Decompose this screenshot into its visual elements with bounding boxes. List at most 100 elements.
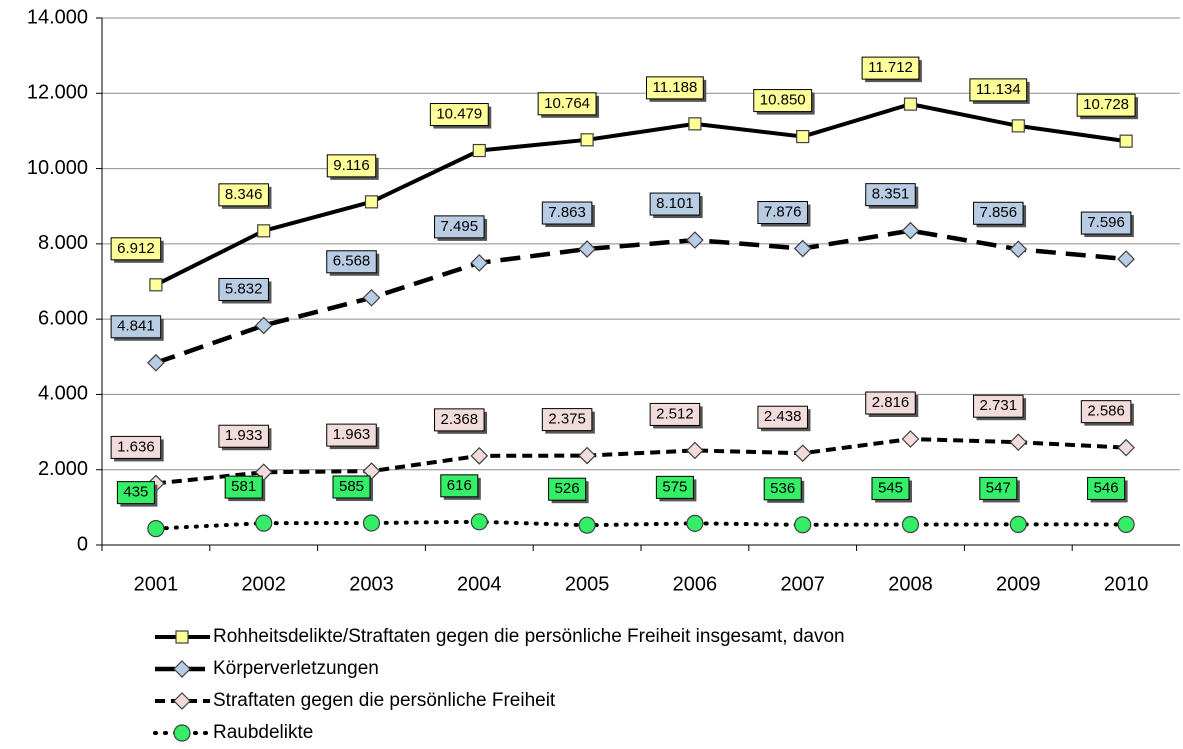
data-label-text: 5.832 [225, 280, 263, 297]
data-label-text: 1.933 [225, 427, 263, 444]
data-point [793, 239, 812, 258]
data-label-box [218, 277, 269, 301]
series-line [155, 102, 1127, 287]
y-tick-label: 10.000 [27, 157, 88, 179]
data-label: 2.512 [649, 402, 703, 429]
data-label-box [969, 78, 1028, 102]
data-label-box [218, 424, 269, 448]
legend-marker [173, 724, 191, 742]
data-label-text: 7.863 [548, 204, 586, 221]
data-point [686, 514, 704, 532]
data-label: 8.101 [649, 192, 703, 219]
data-label: 545 [871, 476, 913, 503]
data-label: 2.731 [973, 394, 1027, 421]
data-label-text: 435 [123, 484, 148, 501]
data-point [686, 231, 704, 249]
data-label-box [110, 435, 162, 459]
data-label-box [646, 76, 704, 100]
data-label-text: 10.764 [544, 95, 590, 112]
data-label: 11.712 [861, 56, 922, 83]
data-label: 435 [116, 481, 158, 507]
x-tick-label: 2005 [565, 573, 610, 595]
y-tick-label: 14.000 [27, 6, 88, 28]
data-label-box [757, 405, 808, 429]
data-label-box [541, 201, 593, 225]
data-label-text: 2.375 [548, 411, 586, 428]
data-label-text: 536 [770, 480, 795, 497]
data-label: 546 [1087, 476, 1128, 503]
data-label: 5.832 [218, 277, 272, 304]
data-label: 536 [763, 477, 805, 503]
data-label-box [224, 475, 263, 499]
x-tick-label: 2009 [996, 573, 1041, 595]
data-label-box [429, 103, 489, 127]
data-label-box [655, 475, 694, 499]
data-label: 9.116 [326, 154, 379, 180]
data-label: 616 [440, 474, 481, 500]
data-label-text: 2.438 [764, 408, 802, 425]
data-label: 2.375 [541, 408, 595, 434]
data-label: 4.841 [110, 315, 164, 341]
data-label: 575 [655, 475, 697, 502]
data-label: 8.346 [218, 183, 272, 209]
data-point [688, 117, 702, 131]
data-label: 581 [224, 475, 266, 502]
data-point [1117, 438, 1135, 457]
data-label-text: 546 [1094, 479, 1119, 496]
data-label-text: 9.116 [333, 157, 369, 174]
data-label-text: 547 [986, 479, 1011, 496]
data-label-text: 8.351 [872, 186, 910, 203]
data-label: 6.568 [326, 250, 380, 276]
x-tick-label: 2004 [457, 573, 502, 595]
data-label-text: 575 [662, 478, 687, 495]
series-line [155, 436, 1127, 486]
data-label-box [753, 89, 813, 113]
x-tick-label: 2006 [673, 573, 718, 595]
data-label-text: 585 [339, 478, 364, 495]
data-label-text: 11.712 [868, 59, 913, 76]
data-point [147, 353, 165, 372]
data-point [470, 447, 489, 465]
data-label-text: 616 [447, 477, 472, 494]
data-point [147, 520, 165, 538]
data-label-box [326, 423, 377, 447]
legend-marker [173, 660, 191, 678]
data-label-text: 2.731 [980, 397, 1018, 414]
data-label-box [434, 215, 485, 239]
data-point [580, 133, 594, 147]
y-tick-label: 0 [77, 533, 88, 555]
data-label-box [116, 481, 155, 505]
data-label-text: 6.568 [333, 253, 371, 270]
data-point [255, 514, 273, 532]
data-point [364, 195, 379, 209]
data-label: 10.479 [429, 103, 492, 129]
legend-label: Raubdelikte [213, 722, 313, 743]
data-label: 2.586 [1080, 400, 1134, 426]
data-label: 7.863 [541, 201, 595, 228]
data-point [578, 516, 596, 534]
data-label: 11.188 [646, 76, 707, 102]
data-label-box [973, 394, 1024, 418]
data-label: 585 [332, 475, 374, 501]
data-label-text: 8.101 [656, 195, 694, 212]
data-point [1011, 119, 1025, 133]
data-label-text: 10.728 [1083, 96, 1129, 113]
data-label-text: 4.841 [117, 318, 155, 335]
data-label: 2.816 [865, 391, 919, 417]
data-label-box [1087, 476, 1126, 500]
data-point [794, 516, 812, 534]
legend-label: Rohheitsdelikte/Straftaten gegen die per… [213, 626, 845, 647]
data-label-box [218, 183, 269, 207]
data-label-box [440, 474, 479, 498]
y-tick-label: 12.000 [27, 82, 88, 104]
data-point [686, 441, 704, 460]
data-label-box [1076, 93, 1136, 117]
data-label-box [865, 183, 916, 207]
data-point [362, 514, 381, 532]
data-label-text: 6.912 [117, 240, 155, 257]
data-label-box [757, 201, 808, 225]
data-point [1009, 240, 1028, 259]
data-label-text: 2.368 [441, 411, 479, 428]
legend-marker [173, 692, 191, 710]
data-label-box [434, 408, 485, 432]
